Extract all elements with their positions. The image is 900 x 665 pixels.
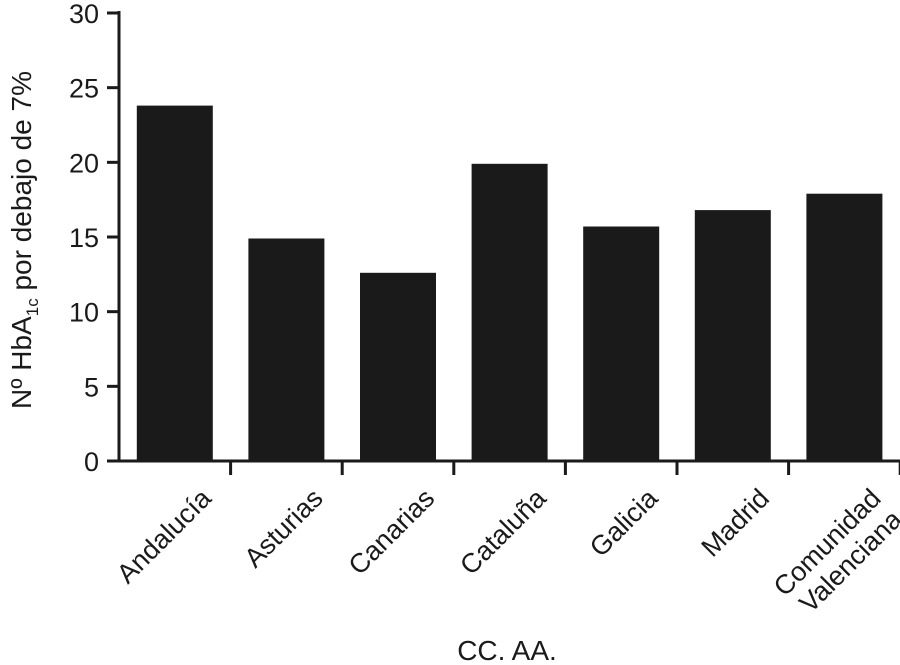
bars-group [136, 105, 883, 462]
x-tick-label-line: Madrid [695, 483, 775, 563]
x-tick-label-line: Andalucía [111, 482, 218, 589]
y-axis-title-main: Nº HbA [6, 316, 37, 409]
x-tick-label: Galicia [584, 482, 664, 562]
bar-1 [136, 105, 213, 461]
x-tick-label-line: Canarias [343, 483, 441, 581]
x-tick-label: Canarias [343, 483, 441, 581]
x-tick-label: Andalucía [111, 482, 218, 589]
x-tick-label: Madrid [695, 483, 775, 563]
bar-7 [806, 193, 883, 461]
y-tick-label: 20 [69, 148, 99, 178]
y-tick-label: 5 [84, 372, 99, 402]
y-axis: 0 5 10 15 20 25 30 [69, 0, 121, 477]
bar-4 [471, 163, 548, 462]
x-axis-title: CC. AA. [457, 635, 557, 665]
x-tick-label-line: Galicia [584, 482, 664, 562]
bar-6 [694, 210, 771, 461]
bar-5 [583, 226, 660, 461]
y-tick-label: 0 [84, 447, 99, 477]
x-tick-label: Asturias [238, 483, 328, 573]
x-tick-label: Cataluña [454, 482, 552, 580]
y-tick-label: 30 [69, 0, 99, 29]
y-tick-label: 25 [69, 74, 99, 104]
y-tick-label: 10 [69, 298, 99, 328]
y-axis-title-rest: por debajo de 7% [6, 71, 37, 298]
bar-2 [248, 238, 325, 461]
y-tick-label: 15 [69, 223, 99, 253]
y-axis-title: Nº HbA1c por debajo de 7% [6, 71, 42, 409]
x-tick-label: ComunidadValenciana [768, 482, 900, 623]
x-axis: Andalucía Asturias Canarias Cataluña Galicia… [111, 459, 900, 623]
bar-3 [360, 272, 436, 461]
y-axis-title-subscript: 1c [23, 298, 42, 316]
x-tick-label-line: Cataluña [454, 482, 552, 580]
x-tick-label-line: Asturias [238, 483, 328, 573]
